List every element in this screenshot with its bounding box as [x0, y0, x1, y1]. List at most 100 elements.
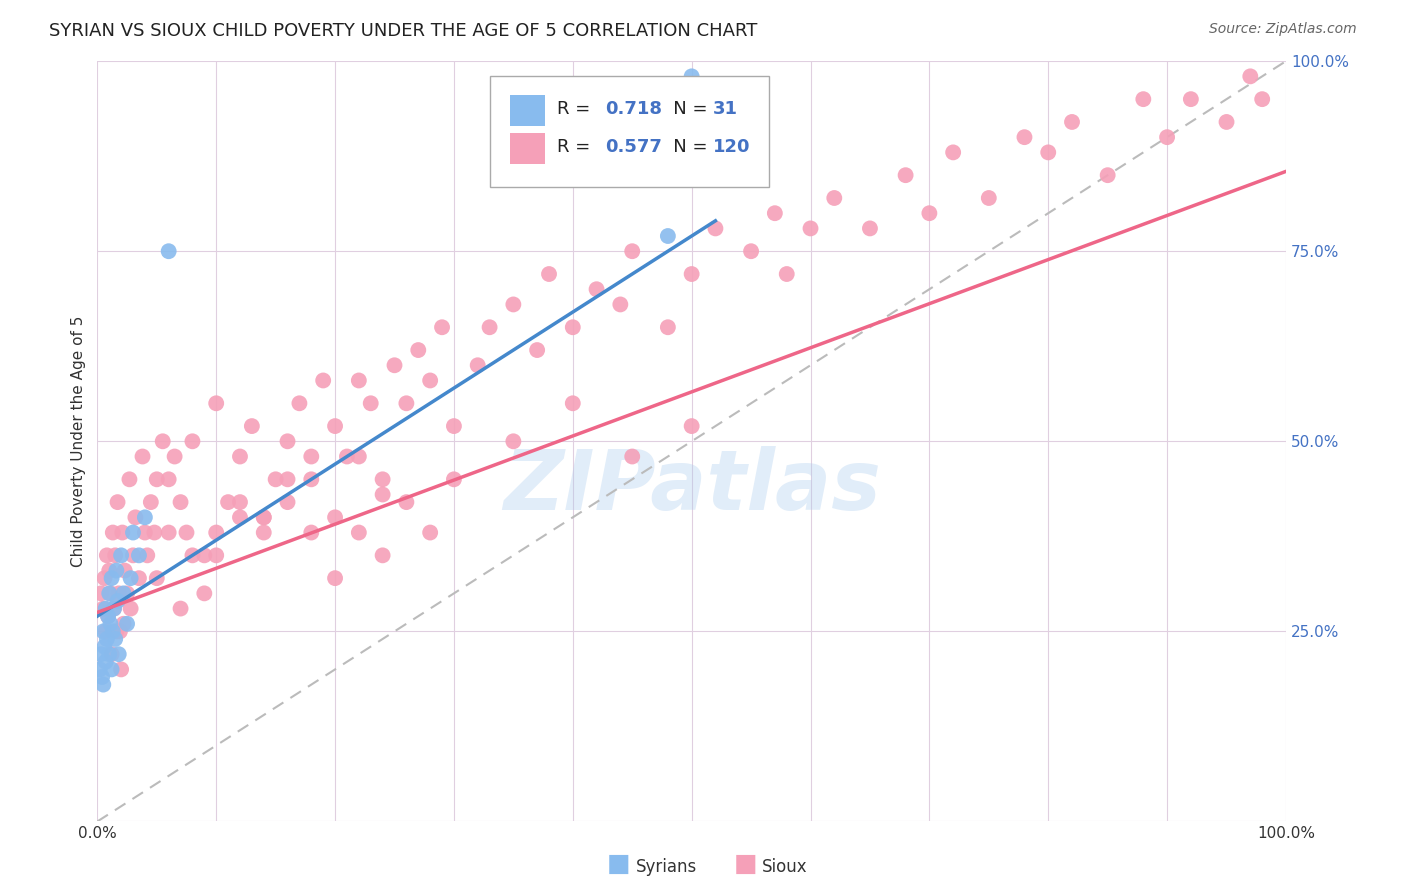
- Point: [110, 662, 132, 676]
- Point: [118, 472, 141, 486]
- Point: [277, 495, 299, 509]
- Point: [561, 320, 583, 334]
- Point: [859, 221, 882, 235]
- Text: R =: R =: [557, 138, 596, 156]
- Point: [502, 297, 524, 311]
- Point: [112, 586, 135, 600]
- Point: [776, 267, 799, 281]
- Point: [205, 525, 228, 540]
- Point: [131, 450, 153, 464]
- Point: [101, 525, 124, 540]
- Point: [240, 419, 263, 434]
- Text: 31: 31: [713, 100, 738, 118]
- Point: [104, 632, 127, 646]
- Point: [97, 609, 120, 624]
- Point: [918, 206, 941, 220]
- Point: [621, 450, 644, 464]
- Point: [169, 495, 191, 509]
- Point: [704, 221, 727, 235]
- Point: [115, 586, 138, 600]
- Point: [977, 191, 1000, 205]
- Text: R =: R =: [557, 100, 596, 118]
- Text: Source: ZipAtlas.com: Source: ZipAtlas.com: [1209, 22, 1357, 37]
- Point: [143, 525, 166, 540]
- Point: [98, 647, 121, 661]
- Point: [100, 571, 122, 585]
- Point: [609, 297, 631, 311]
- Point: [336, 450, 359, 464]
- Point: [205, 396, 228, 410]
- Point: [395, 396, 418, 410]
- Point: [134, 525, 156, 540]
- Point: [277, 434, 299, 449]
- Point: [763, 206, 786, 220]
- Point: [146, 472, 169, 486]
- Text: Syrians: Syrians: [636, 858, 697, 876]
- Point: [585, 282, 607, 296]
- Point: [107, 647, 129, 661]
- Point: [91, 624, 114, 639]
- Point: [894, 168, 917, 182]
- Point: [1156, 130, 1178, 145]
- Point: [443, 419, 465, 434]
- Point: [264, 472, 287, 486]
- Point: [277, 472, 299, 486]
- Point: [157, 472, 180, 486]
- Text: SYRIAN VS SIOUX CHILD POVERTY UNDER THE AGE OF 5 CORRELATION CHART: SYRIAN VS SIOUX CHILD POVERTY UNDER THE …: [49, 22, 758, 40]
- Point: [115, 616, 138, 631]
- Point: [229, 450, 252, 464]
- Point: [323, 510, 346, 524]
- Point: [110, 549, 132, 563]
- Point: [97, 609, 120, 624]
- Point: [1180, 92, 1202, 106]
- Point: [299, 450, 322, 464]
- Text: ZIPatlas: ZIPatlas: [503, 446, 880, 527]
- Point: [136, 549, 159, 563]
- Point: [122, 525, 145, 540]
- Point: [467, 358, 489, 372]
- Point: [120, 571, 142, 585]
- Point: [1060, 115, 1083, 129]
- Point: [1014, 130, 1036, 145]
- Point: [157, 244, 180, 259]
- Point: [114, 564, 136, 578]
- Text: ■: ■: [607, 852, 630, 876]
- Point: [799, 221, 821, 235]
- Point: [681, 267, 703, 281]
- Text: 120: 120: [713, 138, 751, 156]
- Point: [657, 229, 679, 244]
- Point: [253, 510, 276, 524]
- Point: [124, 510, 146, 524]
- Point: [288, 396, 311, 410]
- Point: [94, 624, 117, 639]
- Point: [108, 624, 131, 639]
- Point: [107, 586, 129, 600]
- Point: [347, 450, 370, 464]
- Point: [100, 616, 122, 631]
- Point: [91, 670, 114, 684]
- Point: [193, 549, 215, 563]
- Point: [96, 549, 118, 563]
- Point: [360, 396, 382, 410]
- Point: [176, 525, 198, 540]
- Point: [101, 624, 124, 639]
- Point: [395, 495, 418, 509]
- Point: [107, 594, 129, 608]
- Point: [105, 564, 128, 578]
- Point: [90, 586, 112, 600]
- Point: [122, 549, 145, 563]
- Point: [253, 525, 276, 540]
- Point: [93, 640, 115, 654]
- Point: [347, 374, 370, 388]
- Point: [406, 343, 429, 357]
- Point: [1239, 70, 1261, 84]
- Point: [90, 647, 112, 661]
- Point: [91, 677, 114, 691]
- Point: [419, 525, 441, 540]
- Point: [134, 510, 156, 524]
- Point: [526, 343, 548, 357]
- Point: [98, 564, 121, 578]
- Point: [105, 624, 128, 639]
- Point: [193, 586, 215, 600]
- Point: [98, 586, 121, 600]
